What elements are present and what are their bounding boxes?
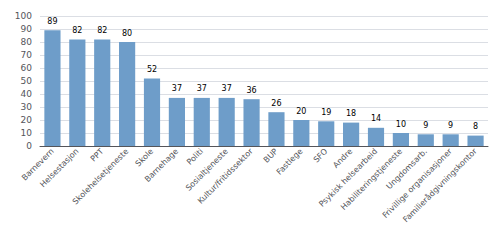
svg-text:37: 37: [197, 84, 207, 93]
svg-text:Barnevern: Barnevern: [20, 146, 56, 183]
svg-text:90: 90: [21, 24, 33, 34]
svg-text:Kultur/fritidssektor: Kultur/fritidssektor: [196, 146, 255, 205]
svg-text:Fastlege: Fastlege: [275, 147, 305, 177]
svg-text:82: 82: [72, 26, 82, 35]
svg-text:18: 18: [346, 109, 356, 118]
svg-text:Skolehelsetjeneste: Skolehelsetjeneste: [71, 147, 131, 207]
svg-text:BUP: BUP: [262, 147, 280, 165]
svg-text:Andre: Andre: [331, 147, 354, 170]
svg-text:PPT: PPT: [89, 147, 106, 164]
svg-text:89: 89: [47, 17, 57, 26]
svg-text:80: 80: [21, 37, 33, 47]
svg-text:Frivillige organisasjoner: Frivillige organisasjoner: [380, 146, 454, 220]
svg-text:9: 9: [448, 121, 453, 130]
svg-text:36: 36: [246, 86, 256, 95]
svg-text:20: 20: [21, 115, 33, 125]
svg-text:Familierådgivningskontor: Familierådgivningskontor: [401, 146, 480, 225]
svg-text:40: 40: [21, 89, 33, 99]
svg-text:8: 8: [473, 122, 478, 131]
svg-text:Barnehage: Barnehage: [143, 147, 180, 184]
svg-text:Sosialtjeneste: Sosialtjeneste: [184, 147, 230, 193]
svg-text:10: 10: [396, 120, 406, 129]
svg-text:9: 9: [423, 121, 428, 130]
svg-text:Helsestasjon: Helsestasjon: [38, 147, 80, 189]
svg-text:60: 60: [21, 63, 33, 73]
svg-text:SFO: SFO: [312, 147, 330, 165]
svg-text:20: 20: [296, 107, 306, 116]
svg-text:37: 37: [222, 84, 232, 93]
svg-text:10: 10: [21, 128, 33, 138]
svg-text:Ungdomsarb.: Ungdomsarb.: [384, 146, 429, 192]
svg-text:Habiliteringstjeneste: Habiliteringstjeneste: [339, 146, 405, 212]
svg-text:82: 82: [97, 26, 107, 35]
svg-text:19: 19: [321, 108, 331, 117]
svg-text:Politi: Politi: [185, 147, 205, 167]
svg-text:70: 70: [21, 50, 33, 60]
svg-text:Psykisk helsearbeid: Psykisk helsearbeid: [317, 146, 380, 209]
svg-text:100: 100: [15, 11, 32, 21]
svg-text:50: 50: [21, 76, 33, 86]
svg-text:37: 37: [172, 84, 182, 93]
svg-text:80: 80: [122, 29, 132, 38]
svg-text:52: 52: [147, 65, 157, 74]
svg-text:Skole: Skole: [134, 147, 156, 169]
svg-text:30: 30: [21, 102, 33, 112]
svg-text:14: 14: [371, 114, 381, 123]
svg-text:26: 26: [271, 99, 281, 108]
svg-text:0: 0: [26, 141, 32, 151]
